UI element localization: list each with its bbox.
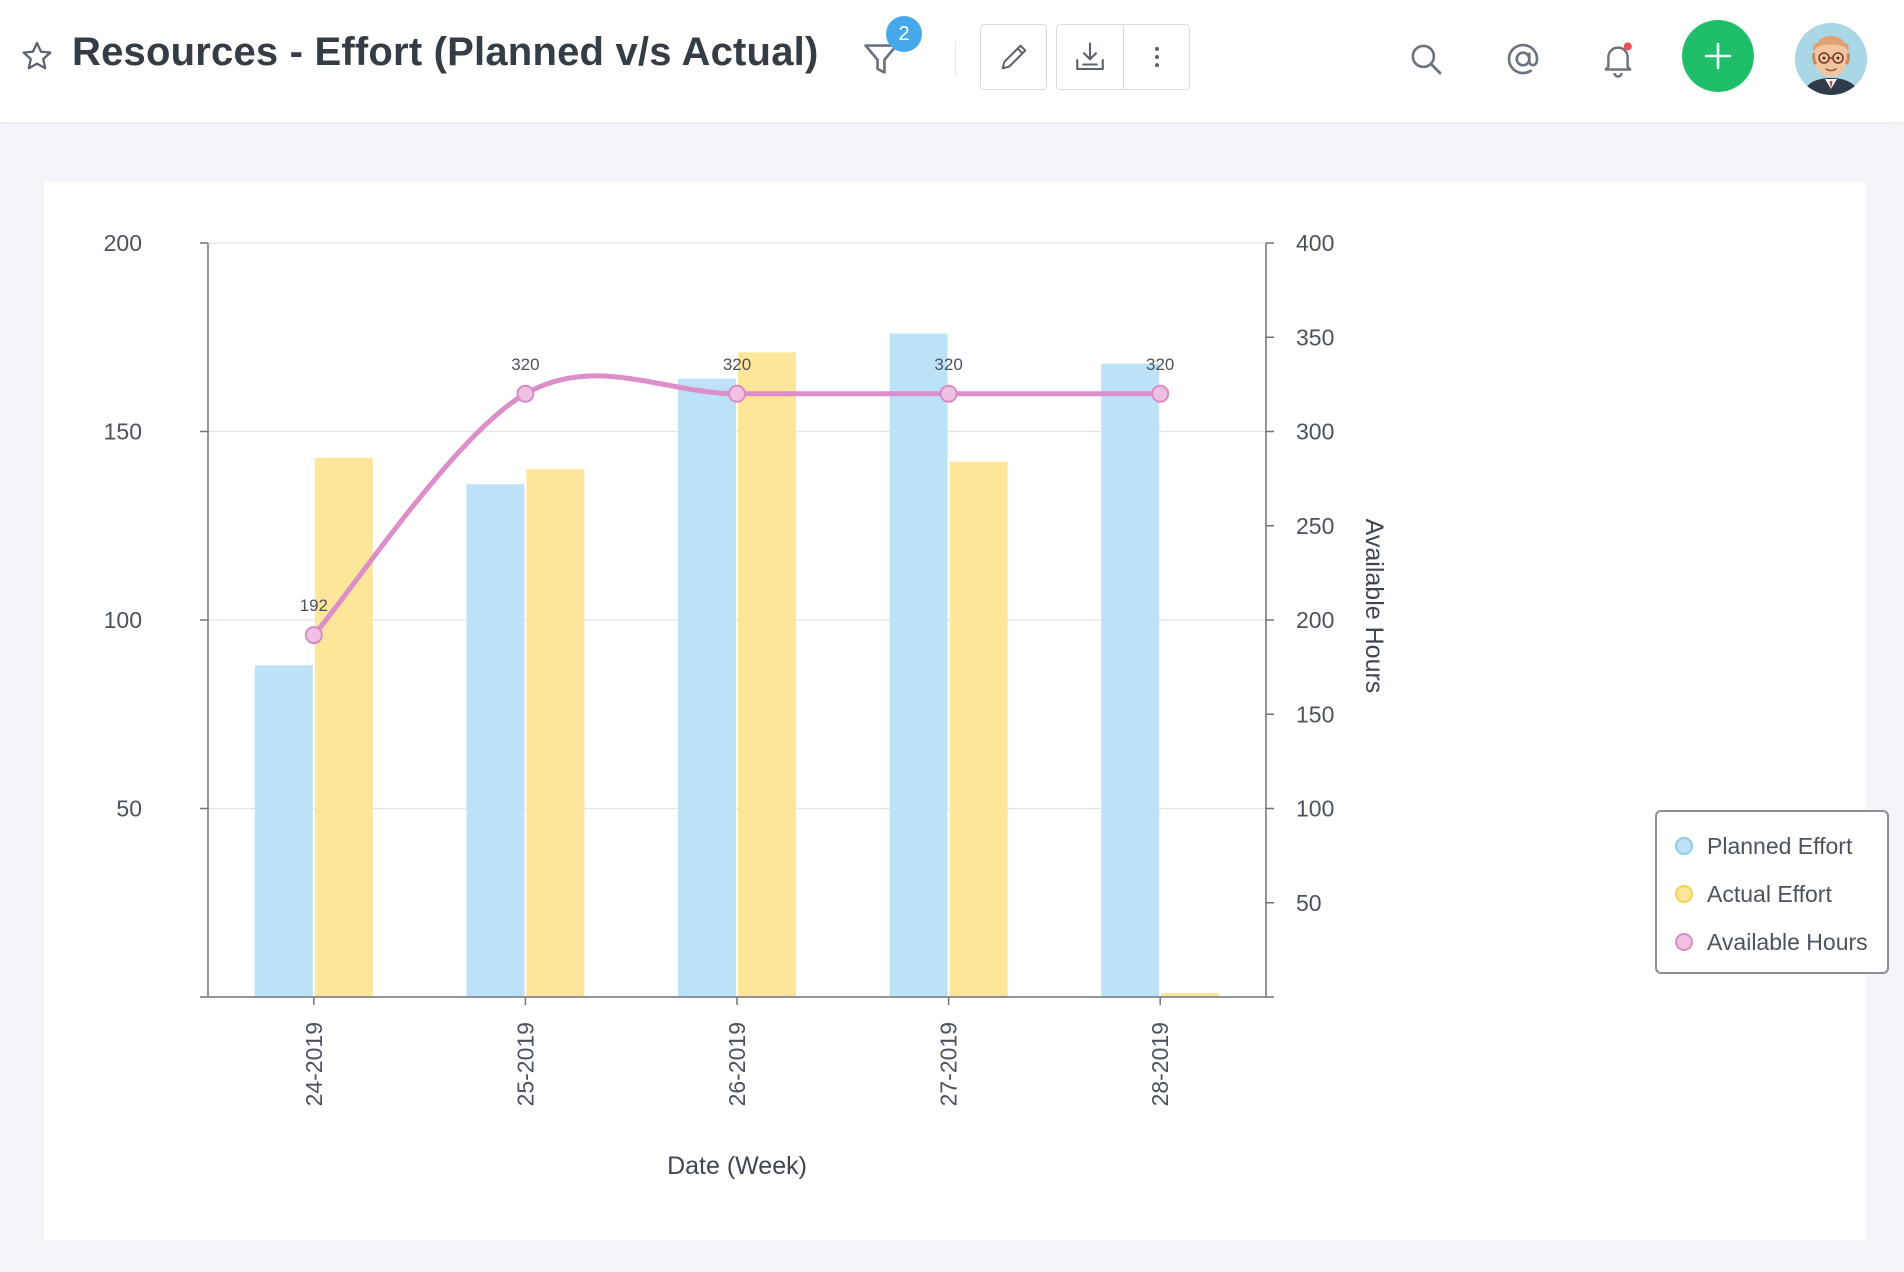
- y-tick-label: 100: [104, 607, 142, 633]
- chart-legend: Planned Effort Actual Effort Available H…: [1655, 810, 1889, 974]
- chart-card: 50 100 150 200 50 100 150 200 250 300 350 400 24-201…: [44, 182, 1889, 1240]
- legend-label: Actual Effort: [1707, 881, 1832, 907]
- download-icon: [1076, 42, 1104, 71]
- bar-planned-effort: [254, 665, 313, 997]
- search-icon: [1411, 44, 1442, 75]
- y2-tick-label: 50: [1296, 890, 1322, 916]
- mentions-button[interactable]: [1502, 38, 1544, 80]
- page-title: Resources - Effort (Planned v/s Actual): [72, 30, 819, 74]
- data-label-available-hours: 320: [1146, 355, 1174, 374]
- bar-planned-effort: [889, 333, 948, 997]
- y2-tick-label: 300: [1296, 419, 1334, 445]
- more-vertical-icon: [1155, 46, 1159, 68]
- point-available-hours: [304, 626, 323, 645]
- bar-planned-effort: [678, 378, 736, 998]
- y2-tick-label: 400: [1296, 230, 1334, 256]
- y2-tick-label: 250: [1296, 513, 1334, 539]
- data-label-available-hours: 320: [934, 355, 962, 374]
- data-label-available-hours: 192: [300, 596, 328, 615]
- legend-label: Planned Effort: [1707, 833, 1853, 859]
- legend-swatch: [1675, 885, 1693, 903]
- at-icon: [1507, 43, 1539, 75]
- y2-tick-label: 350: [1296, 324, 1334, 350]
- edit-button[interactable]: [980, 24, 1047, 90]
- point-available-hours: [939, 384, 958, 403]
- y2-axis-title: Available Hours: [1360, 519, 1388, 694]
- star-icon[interactable]: [20, 39, 54, 73]
- bar-planned-effort: [1101, 363, 1160, 997]
- combo-chart: 50 100 150 200 50 100 150 200 250 300 350 400 24-201…: [104, 230, 1388, 1180]
- legend-label: Available Hours: [1707, 929, 1868, 955]
- more-options-button[interactable]: [1123, 25, 1190, 89]
- line-available-hours: [311, 373, 1163, 638]
- bar-actual-effort: [1161, 993, 1220, 997]
- pencil-icon: [1001, 44, 1026, 70]
- plus-icon: [1704, 42, 1732, 70]
- y-tick-label: 50: [116, 796, 142, 822]
- x-tick-label: 28-2019: [1147, 1022, 1173, 1106]
- x-tick-label: 26-2019: [724, 1022, 750, 1106]
- bell-icon: [1604, 42, 1632, 78]
- bar-actual-effort: [314, 457, 373, 997]
- y-tick-label: 150: [104, 419, 142, 445]
- bar-actual-effort: [949, 461, 1008, 997]
- avatar[interactable]: [1795, 23, 1867, 95]
- y2-tick-label: 200: [1296, 607, 1334, 633]
- x-tick-label: 24-2019: [301, 1022, 327, 1106]
- data-label-available-hours: 320: [511, 355, 539, 374]
- user-avatar-image: [1795, 23, 1867, 95]
- download-button[interactable]: [1057, 25, 1123, 89]
- y-tick-label: 200: [104, 230, 142, 256]
- legend-swatch: [1675, 933, 1693, 951]
- x-axis-title: Date (Week): [667, 1152, 807, 1180]
- toolbar-divider: [955, 42, 956, 76]
- bar-actual-effort: [738, 352, 796, 997]
- export-button-group: [1056, 24, 1190, 90]
- point-available-hours: [728, 384, 746, 403]
- bar-actual-effort: [526, 469, 585, 997]
- point-available-hours: [1151, 384, 1170, 403]
- point-available-hours: [516, 384, 535, 403]
- search-button[interactable]: [1405, 38, 1447, 80]
- y2-tick-label: 100: [1296, 796, 1334, 822]
- legend-swatch: [1675, 837, 1693, 855]
- y2-tick-label: 150: [1296, 701, 1334, 727]
- filter-count-badge: 2: [886, 16, 922, 52]
- x-tick-label: 27-2019: [936, 1022, 962, 1106]
- notifications-button[interactable]: [1597, 38, 1639, 80]
- x-tick-label: 25-2019: [512, 1022, 538, 1106]
- bar-planned-effort: [466, 484, 525, 997]
- data-label-available-hours: 320: [723, 355, 751, 374]
- add-button[interactable]: [1682, 20, 1754, 92]
- header-bar: Resources - Effort (Planned v/s Actual) …: [0, 0, 1904, 122]
